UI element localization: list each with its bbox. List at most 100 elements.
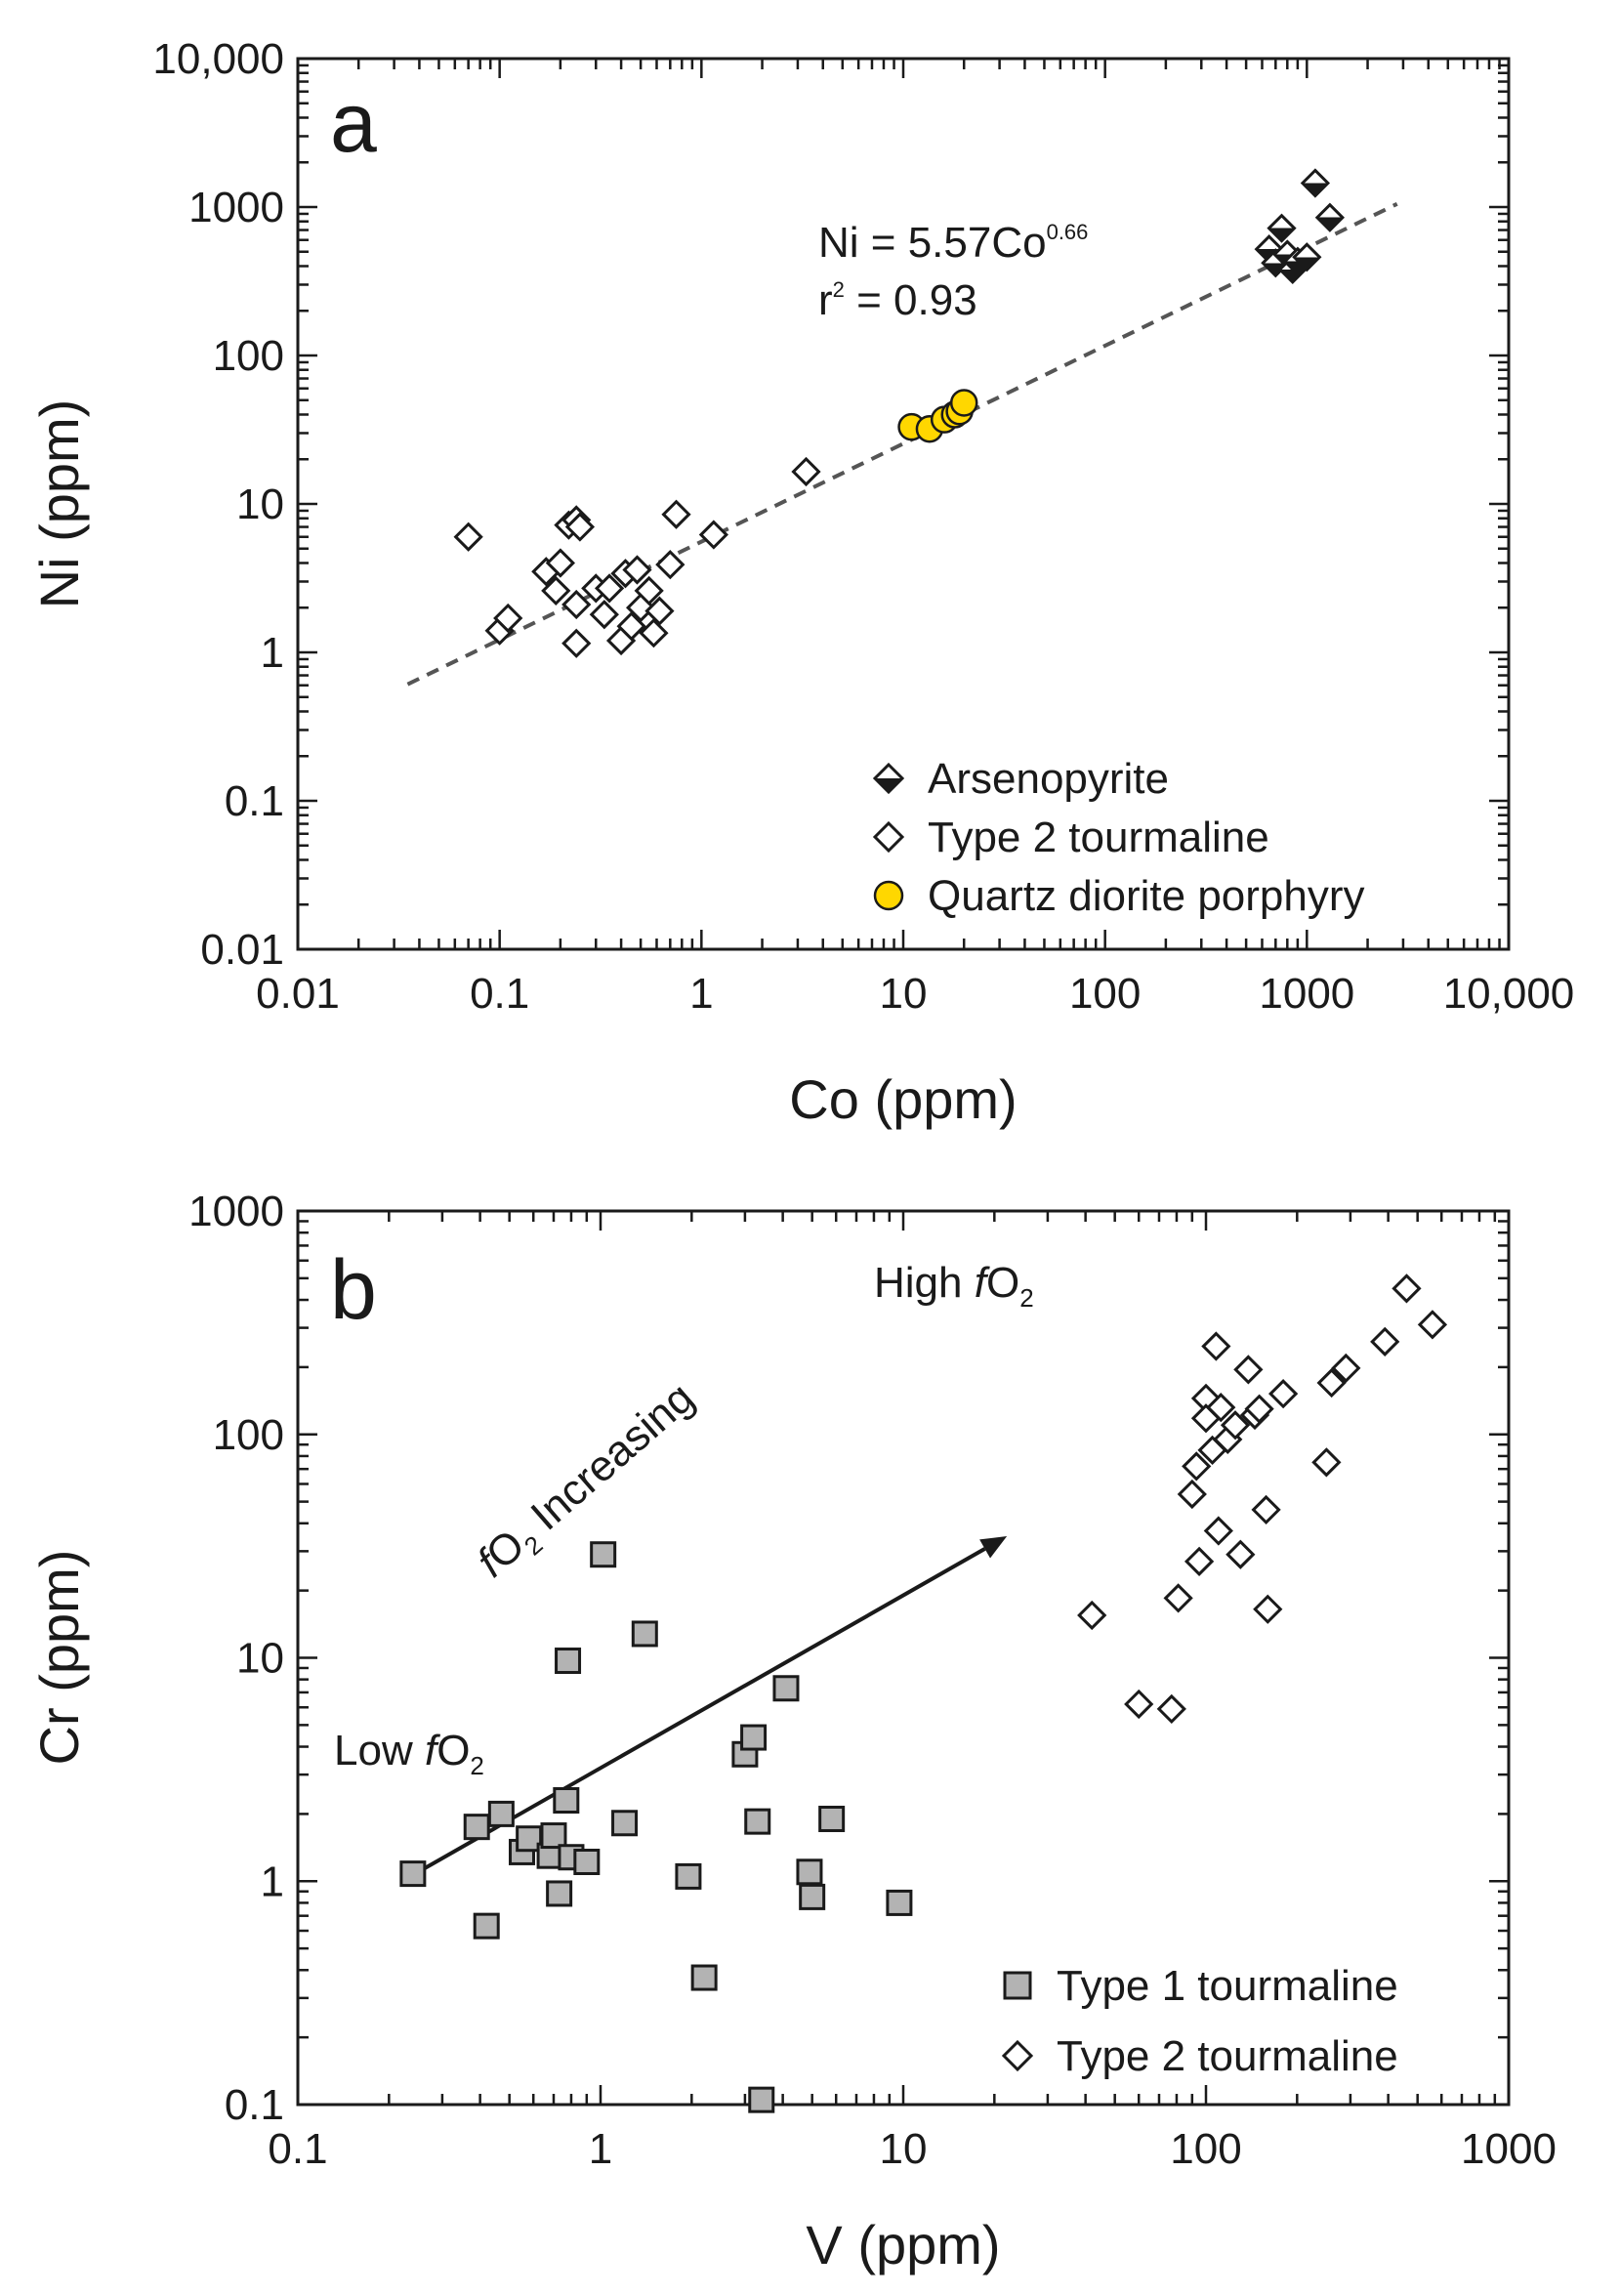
panel-a: a 0.01 0.1 1 10 100 1000 10,000 0.01 0.1 1 10 100 1…: [28, 35, 1574, 1130]
panel-b-x-axis-label: V (ppm): [806, 2214, 1000, 2275]
type-1-tourmaline-point: [487, 1800, 515, 1827]
type-2-tourmaline-point: [1124, 1689, 1154, 1720]
type-2-tourmaline-point: [541, 575, 571, 606]
type-2-tourmaline-point: [1206, 1393, 1236, 1423]
legend-marker-yellow-circle: [873, 880, 904, 911]
fo2-arrowhead: [979, 1536, 1008, 1559]
panel-b-legend: Type 1 tourmaline Type 2 tourmaline: [1001, 1962, 1398, 2080]
type-2-tourmaline-point: [639, 618, 669, 648]
high-fo2-sub: 2: [1019, 1283, 1033, 1313]
panel-a-y-axis-label: Ni (ppm): [28, 399, 90, 609]
type-2-tourmaline-point: [561, 589, 592, 620]
type-1-tourmaline-point: [546, 1880, 573, 1907]
type-2-tourmaline-point: [1203, 1516, 1233, 1546]
arsenopyrite-point: [1267, 213, 1297, 243]
panel-a-x-ticks: 0.01 0.1 1 10 100 1000 10,000: [256, 59, 1574, 1018]
panel-a-legend: Arsenopyrite Type 2 tourmaline Quartz dior…: [872, 755, 1365, 920]
x-tick-label: 1000: [1259, 970, 1354, 1018]
type-2-tourmaline-point: [1225, 1539, 1256, 1569]
type-2-tourmaline-point: [1392, 1273, 1422, 1304]
type-1-tourmaline-point: [675, 1862, 702, 1890]
y-tick-label: 10: [236, 480, 284, 528]
type-1-tourmaline-point: [399, 1860, 427, 1888]
x-tick-label: 0.01: [256, 970, 340, 1018]
x-tick-label: 10: [880, 2125, 928, 2173]
type-1-tourmaline-point: [690, 1964, 718, 1991]
x-tick-label: 10: [880, 970, 928, 1018]
legend-label: Arsenopyrite: [928, 755, 1169, 803]
type-1-tourmaline-point: [573, 1848, 601, 1875]
y-tick-label: 1000: [188, 1188, 284, 1235]
type-2-tourmaline-point: [1220, 1410, 1251, 1440]
type-2-tourmaline-point: [453, 522, 483, 552]
r2-value: = 0.93: [845, 276, 977, 324]
type-2-tourmaline-point: [1370, 1326, 1400, 1357]
type-2-tourmaline-point: [545, 548, 576, 578]
type-2-tourmaline-point: [561, 628, 592, 658]
y-tick-label: 1: [261, 1858, 284, 1905]
y-tick-label: 100: [213, 1411, 284, 1459]
low-fo2-label: Low fO2: [334, 1727, 484, 1780]
high-fo2-prefix: High: [874, 1259, 975, 1307]
type-1-tourmaline-point: [590, 1541, 617, 1568]
x-tick-label: 0.1: [470, 970, 529, 1018]
type-2-tourmaline-point: [1268, 1379, 1299, 1409]
panel-b-plot-area: [296, 1209, 1511, 2107]
y-tick-label: 1: [261, 629, 284, 677]
legend-label: Type 2 tourmaline: [928, 814, 1269, 861]
type-2-tourmaline-point: [1311, 1447, 1342, 1478]
type-2-tourmaline-point: [594, 573, 625, 604]
type-2-tourmaline-point: [634, 575, 664, 606]
type-1-tourmaline-point: [772, 1675, 800, 1702]
type-1-tourmaline-point: [744, 1808, 771, 1835]
y-tick-label: 0.1: [225, 2081, 284, 2129]
type-2-tourmaline-point: [1251, 1494, 1281, 1525]
panel-a-letter: a: [330, 76, 377, 170]
type-1-tourmaline-point: [740, 1724, 768, 1751]
type-2-tourmaline-point: [644, 596, 675, 626]
panel-b: b 0.1 1 10 100 1000 0.1 1 10 100 1000 High fO2 L…: [28, 1188, 1557, 2275]
type-2-tourmaline-point: [1253, 1594, 1283, 1624]
quartz-diorite-porphyry-point: [949, 389, 978, 417]
type-1-tourmaline-point: [611, 1810, 639, 1837]
y-tick-label: 10,000: [152, 35, 284, 83]
high-fo2-label: High fO2: [874, 1259, 1034, 1313]
type-2-tourmaline-point: [698, 520, 728, 550]
x-tick-label: 0.1: [268, 2125, 327, 2173]
type-2-tourmaline-point: [589, 600, 619, 630]
type-1-tourmaline-point: [553, 1787, 580, 1815]
x-tick-label: 100: [1069, 970, 1141, 1018]
x-tick-label: 1000: [1461, 2125, 1557, 2173]
y-tick-label: 0.01: [200, 926, 284, 974]
type-2-tourmaline-point: [1417, 1310, 1448, 1340]
high-fo2-o: O: [986, 1259, 1019, 1307]
type-1-tourmaline-point: [799, 1883, 826, 1910]
x-tick-label: 10,000: [1443, 970, 1575, 1018]
arsenopyrite-point: [1292, 242, 1322, 272]
legend-label: Type 1 tourmaline: [1057, 1962, 1398, 2010]
arsenopyrite-point: [1314, 202, 1346, 232]
legend-label: Quartz diorite porphyry: [928, 872, 1365, 920]
type-2-tourmaline-point: [1244, 1394, 1274, 1424]
type-2-tourmaline-point: [791, 456, 821, 487]
type-2-tourmaline-point: [661, 499, 691, 529]
type-1-tourmaline-point: [748, 2086, 775, 2113]
panel-b-x-ticks: 0.1 1 10 100 1000: [268, 1211, 1557, 2173]
type-2-tourmaline-point: [622, 555, 652, 585]
fit-exponent: 0.66: [1047, 220, 1089, 244]
type-2-tourmaline-point: [1233, 1355, 1264, 1385]
legend-marker-half-diamond: [872, 762, 905, 795]
legend-marker-gray-square: [1003, 1971, 1032, 2000]
type-1-tourmaline-point: [555, 1648, 582, 1675]
type-2-tourmaline-point: [655, 550, 685, 580]
type-1-tourmaline-point: [818, 1805, 846, 1832]
type-2-tourmaline-point: [1201, 1331, 1231, 1361]
arsenopyrite-point: [1300, 168, 1331, 198]
panel-a-points: [453, 168, 1346, 658]
type-2-tourmaline-point: [1331, 1353, 1361, 1384]
low-fo2-prefix: Low: [334, 1727, 425, 1774]
panel-a-x-axis-label: Co (ppm): [789, 1068, 1017, 1130]
type-2-tourmaline-point: [1156, 1693, 1186, 1725]
panel-a-plot-area: [296, 57, 1511, 951]
